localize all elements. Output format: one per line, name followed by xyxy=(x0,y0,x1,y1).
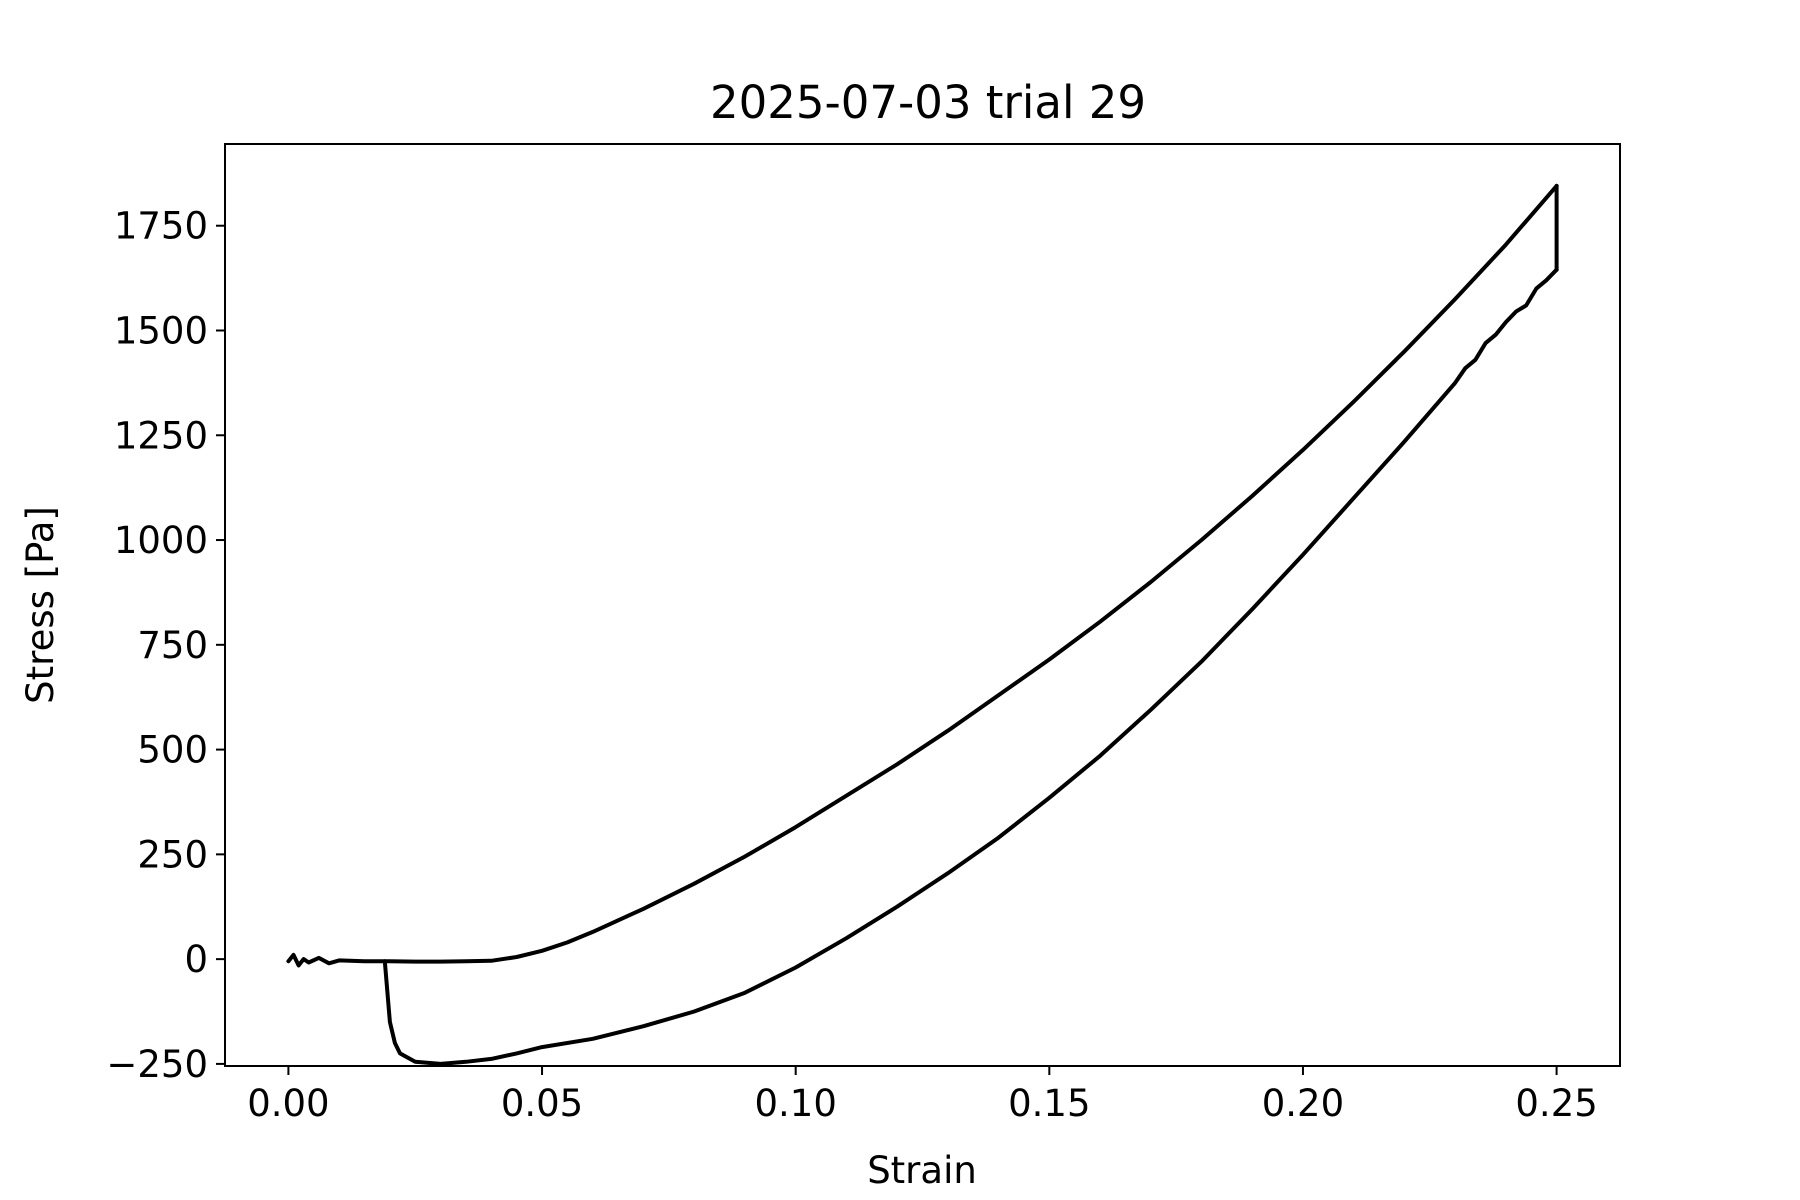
y-tick-label: 1500 xyxy=(114,309,208,352)
x-tick-label: 0.00 xyxy=(247,1082,329,1125)
y-tick-label: 500 xyxy=(137,729,208,772)
plot-area xyxy=(286,183,1559,1066)
x-tick-label: 0.05 xyxy=(501,1082,583,1125)
x-axis: 0.00 0.05 0.10 0.15 0.20 0.25 xyxy=(247,1066,1598,1125)
y-tick-label: 1000 xyxy=(114,519,208,562)
axes-frame xyxy=(224,143,1621,1067)
x-tick-label: 0.15 xyxy=(1008,1082,1090,1125)
y-tick-label: 250 xyxy=(137,833,208,876)
y-axis-label: Stress [Pa] xyxy=(19,506,62,704)
chart-title: 2025-07-03 trial 29 xyxy=(710,76,1146,129)
y-tick-label: 1250 xyxy=(114,414,208,457)
series-line-loading xyxy=(286,183,1559,968)
x-tick-label: 0.10 xyxy=(754,1082,836,1125)
series-line-unloading xyxy=(382,267,1559,1066)
y-tick-label: 1750 xyxy=(114,205,208,248)
y-axis: −250 0 250 500 750 1000 1250 1500 1750 xyxy=(106,205,225,1086)
x-axis-label: Strain xyxy=(867,1149,977,1192)
x-tick-label: 0.25 xyxy=(1515,1082,1597,1125)
x-tick-label: 0.20 xyxy=(1262,1082,1344,1125)
y-tick-label: −250 xyxy=(106,1043,208,1086)
y-tick-label: 0 xyxy=(184,938,208,981)
y-tick-label: 750 xyxy=(137,624,208,667)
